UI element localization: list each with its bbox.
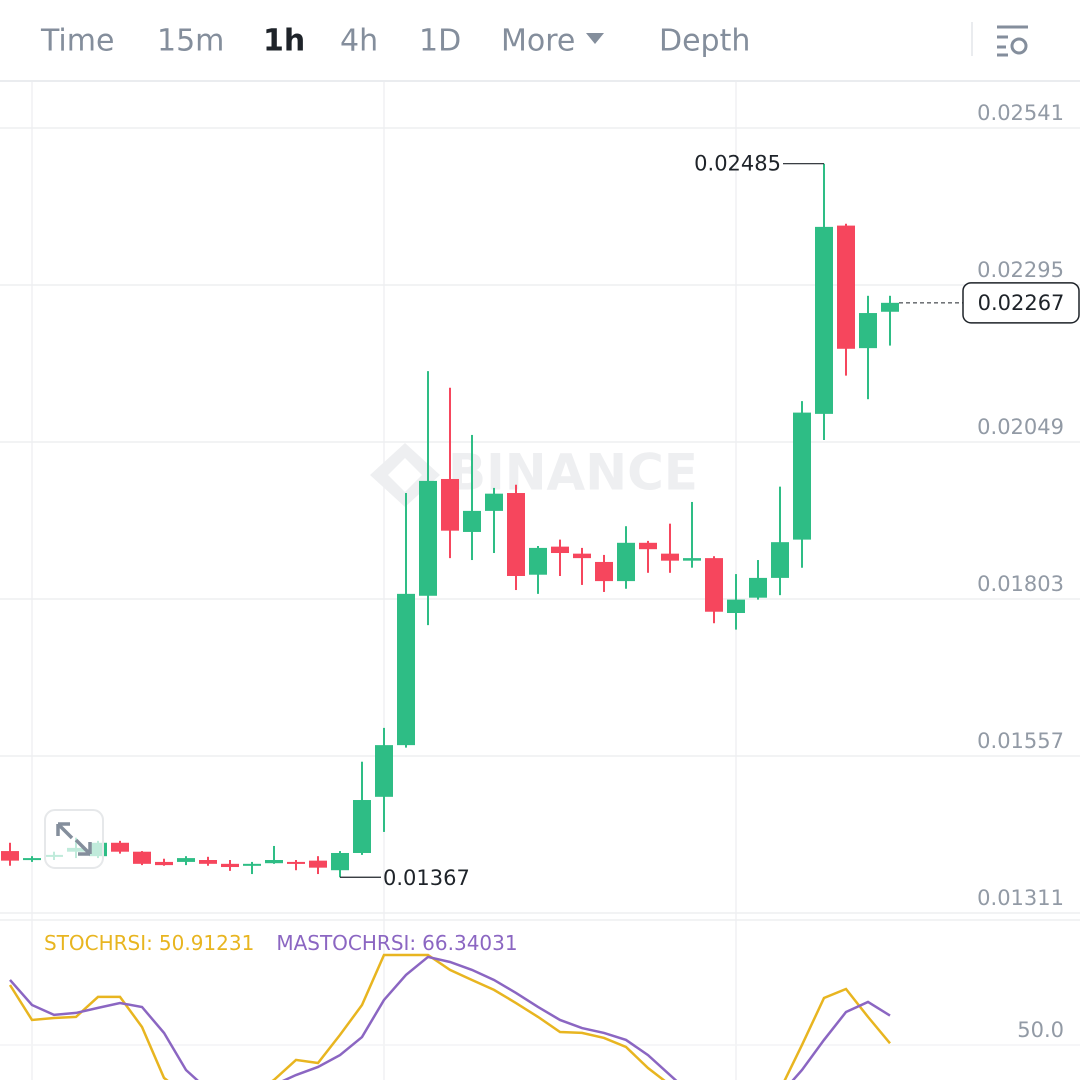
candle-body	[815, 226, 833, 414]
interval-tab[interactable]: 1h	[263, 24, 305, 59]
low-marker-label: 0.01367	[383, 866, 470, 890]
candle-body	[573, 553, 591, 559]
indicator-line	[8, 953, 891, 1080]
legend-entry: MASTOCHRSI: 66.34031	[276, 931, 517, 955]
candle-body	[661, 553, 679, 561]
y-tick-label: 0.01803	[977, 572, 1064, 596]
indicator-pane: 50.0 STOCHRSI: 50.91231 MASTOCHRSI: 66.34031	[0, 919, 1080, 1080]
candle-body	[221, 863, 239, 868]
candle-body	[155, 861, 173, 866]
candle-body	[177, 858, 195, 862]
candle-body	[23, 858, 41, 861]
legend-value: 66.34031	[422, 931, 517, 955]
candle-body	[617, 542, 635, 582]
candle-body	[859, 313, 877, 349]
interval-tab[interactable]: Depth	[659, 24, 750, 59]
more-dropdown-arrow[interactable]	[586, 33, 604, 44]
candle-body	[529, 547, 547, 575]
y-tick-label: 50.0	[1017, 1018, 1064, 1042]
last-price-label: 0.02267	[978, 291, 1065, 315]
watermark: BINANCE	[448, 444, 698, 502]
candle-body	[683, 558, 701, 561]
y-tick-label: 0.02295	[977, 258, 1064, 282]
legend-name: MASTOCHRSI:	[276, 931, 416, 955]
candle-body	[551, 546, 569, 554]
candle-body	[375, 745, 393, 797]
legend-entry: STOCHRSI: 50.91231	[44, 931, 254, 955]
candle-body	[463, 510, 481, 532]
candle-body	[507, 493, 525, 576]
candle-body	[331, 852, 349, 871]
interval-tab[interactable]: 1D	[419, 24, 461, 59]
candle-body	[793, 412, 811, 540]
indicator-line	[9, 955, 891, 1080]
interval-tab[interactable]: More	[501, 24, 575, 59]
candle-body	[353, 800, 371, 853]
y-tick-label: 0.02049	[977, 415, 1064, 439]
expand-button[interactable]	[44, 809, 104, 869]
interval-tab[interactable]: Time	[40, 24, 114, 59]
y-tick-label: 0.02541	[977, 101, 1064, 125]
interval-tabs: Time 15m 1h 4h 1D More Depth	[40, 24, 750, 59]
legend-name: STOCHRSI:	[44, 931, 153, 955]
candle-body	[727, 599, 745, 614]
candle-body	[133, 851, 151, 864]
candle-body	[265, 860, 283, 864]
candle-body	[639, 542, 657, 550]
candle-body	[595, 561, 613, 582]
candle-body	[419, 480, 437, 596]
candle-body	[287, 861, 305, 864]
interval-tab[interactable]: 15m	[157, 24, 224, 59]
candle-body	[485, 493, 503, 511]
last-price-box	[962, 282, 1080, 324]
interval-tab[interactable]: 4h	[340, 24, 378, 59]
price-chart: 0.01311 0.01557 0.01803 0.02049 0.02295 0.025…	[0, 101, 1080, 914]
candle-body	[771, 542, 789, 578]
candle-body	[1, 851, 19, 861]
high-marker-label: 0.02485	[694, 152, 781, 176]
candle-body	[397, 593, 415, 746]
candle-body	[837, 225, 855, 349]
candle-body	[199, 860, 217, 864]
candle-body	[749, 577, 767, 598]
candle-body	[111, 842, 129, 852]
candle-body	[309, 860, 327, 868]
settings-icon[interactable]	[997, 25, 1028, 57]
candle-body	[705, 558, 723, 612]
y-tick-label: 0.01557	[977, 729, 1064, 753]
y-tick-label: 0.01311	[977, 886, 1064, 910]
legend-value: 50.91231	[159, 931, 254, 955]
candle-body	[441, 478, 459, 531]
candle-body	[881, 302, 899, 312]
candle-body	[243, 863, 261, 866]
